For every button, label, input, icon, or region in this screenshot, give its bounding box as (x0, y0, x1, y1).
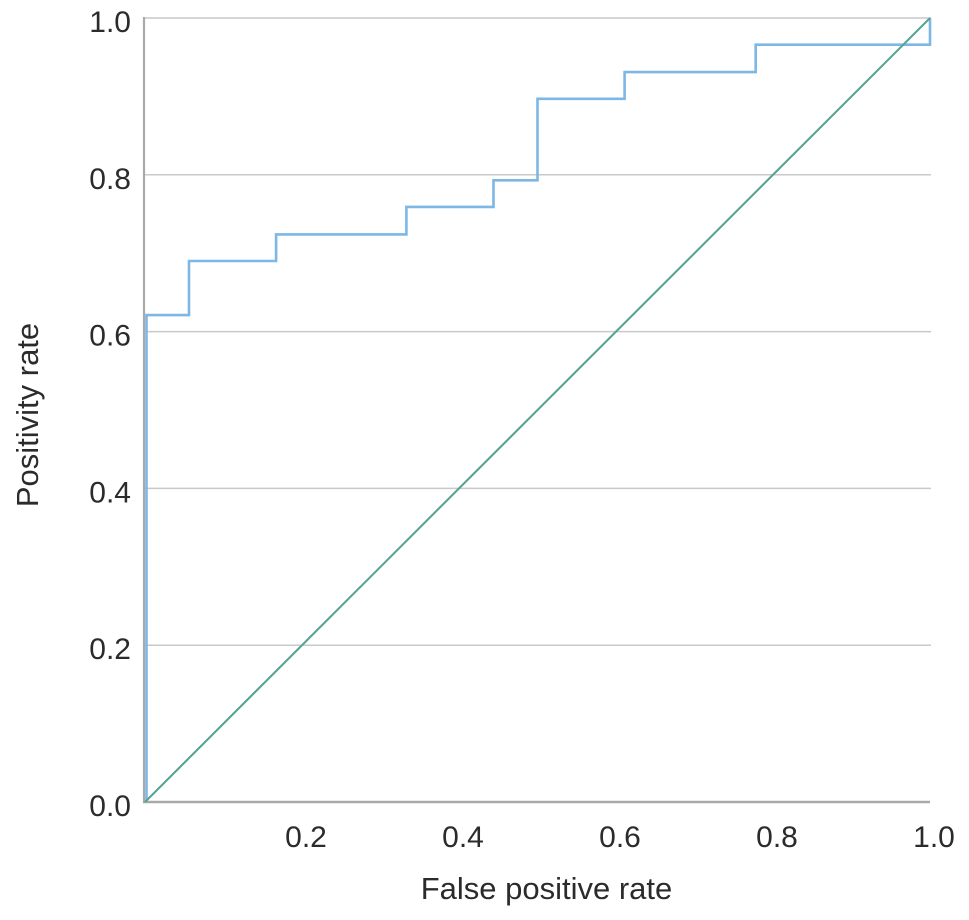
y-tick-label: 0.6 (89, 320, 131, 353)
roc-step-curve-line (145, 18, 932, 802)
x-tick-label: 0.8 (756, 821, 798, 854)
reference-diagonal-line (144, 17, 931, 803)
y-tick-label: 0.0 (89, 790, 131, 823)
y-tick-label: 0.8 (89, 163, 131, 196)
x-axis-title: False positive rate (421, 871, 673, 906)
y-tick-label: 1.0 (89, 6, 131, 39)
x-tick-label: 0.2 (285, 821, 327, 854)
y-axis-title: Positivity rate (10, 323, 45, 507)
x-tick-label: 0.4 (442, 821, 484, 854)
y-tick-label: 0.2 (89, 633, 131, 666)
x-tick-label: 0.6 (599, 821, 641, 854)
y-tick-label: 0.4 (89, 476, 131, 509)
x-tick-label: 1.0 (913, 821, 955, 854)
